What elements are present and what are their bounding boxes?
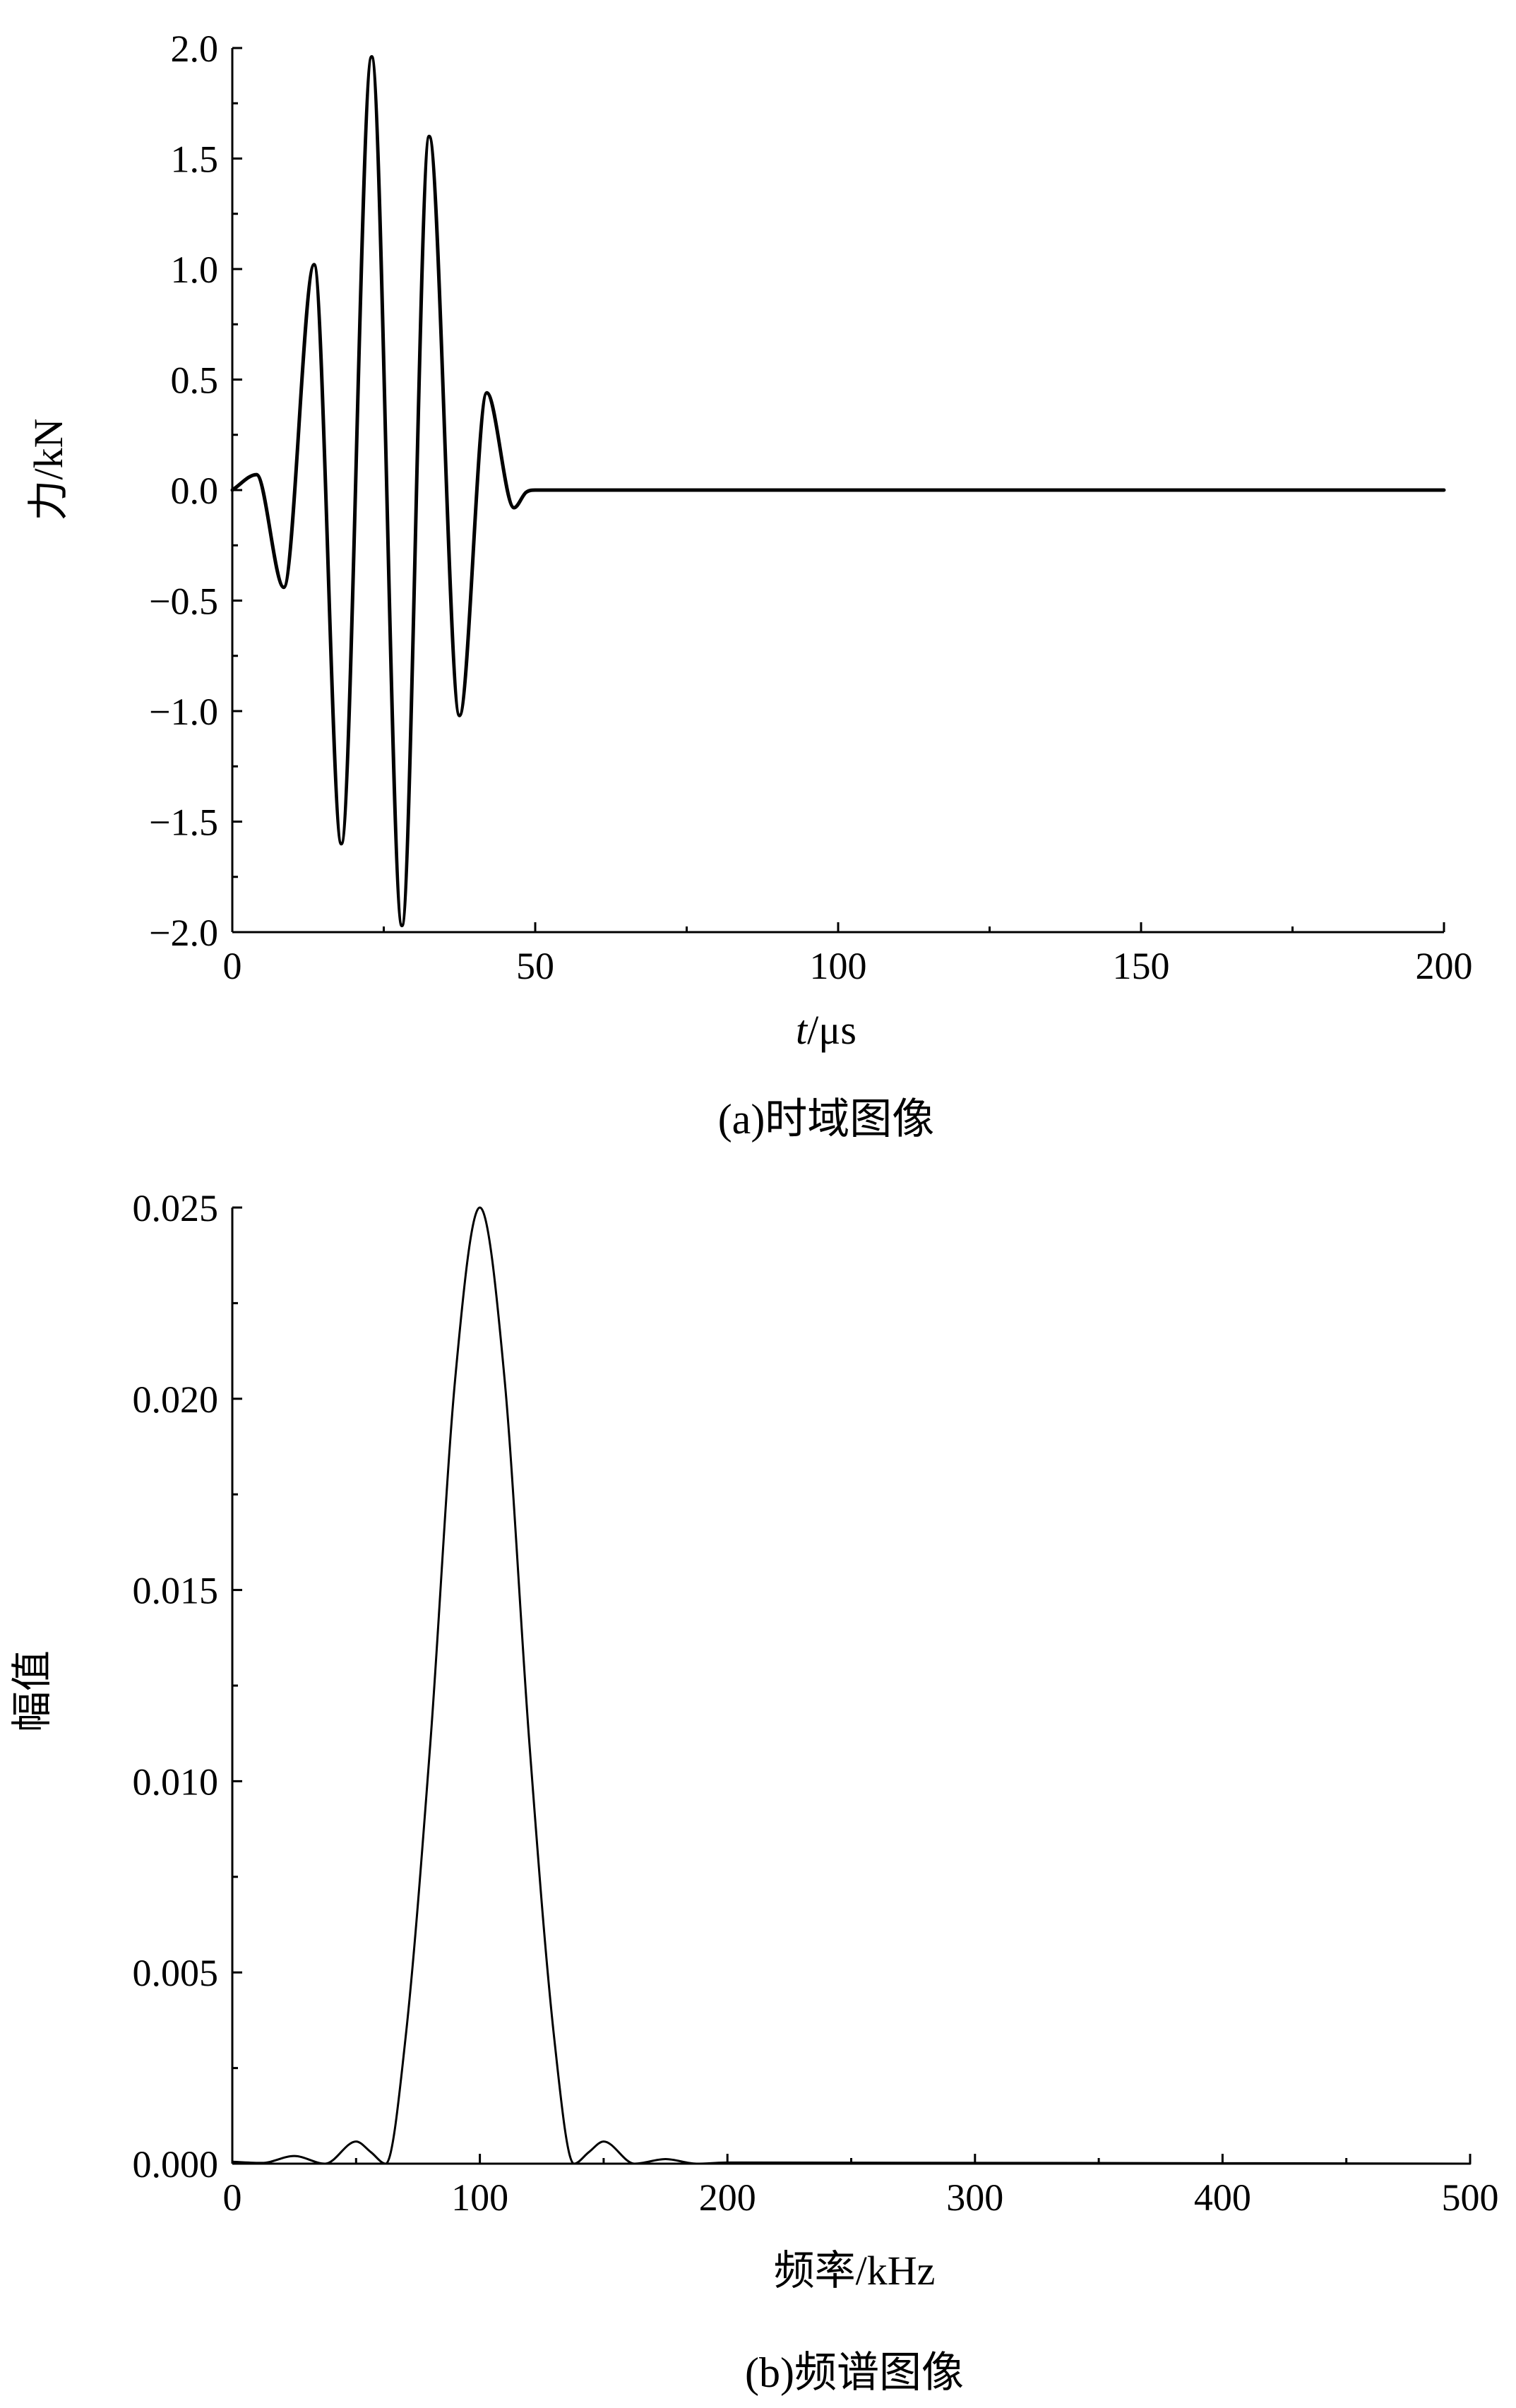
y-tick-label: −1.5 [149, 801, 218, 844]
chart-a-y-axis: −2.0 −1.5 −1.0 −0.5 0.0 0.5 1.0 1.5 2.0 [149, 28, 242, 954]
y-tick-label: 0.000 [133, 2143, 219, 2186]
chart-b-caption: (b)频谱图像 [745, 2349, 964, 2396]
x-tick-label: 200 [1416, 945, 1473, 987]
x-tick-label: 100 [810, 945, 867, 987]
y-tick-label: 0.025 [133, 1187, 219, 1229]
y-tick-label: −2.0 [149, 912, 218, 954]
y-tick-label: 0.010 [133, 1760, 219, 1803]
chart-b-x-axis: 0 100 200 300 400 500 [223, 2154, 1499, 2219]
y-tick-label: 0.020 [133, 1378, 219, 1421]
y-tick-label: 0.0 [171, 470, 219, 512]
chart-b: 0.000 0.005 0.010 0.015 0.020 0.025 0 100 200 30… [9, 1187, 1499, 2396]
y-tick-label: 1.5 [171, 138, 219, 181]
x-tick-label: 300 [946, 2176, 1003, 2219]
chart-b-plot-area [231, 1206, 1472, 2165]
series-line [230, 55, 1446, 928]
y-tick-label: 0.015 [133, 1570, 219, 1612]
x-tick-label: 50 [516, 945, 554, 987]
chart-a-caption: (a)时域图像 [718, 1096, 935, 1143]
x-tick-label: 100 [451, 2176, 508, 2219]
x-tick-label: 150 [1113, 945, 1170, 987]
series-line [231, 1206, 1472, 2165]
chart-a: −2.0 −1.5 −1.0 −0.5 0.0 0.5 1.0 1.5 2.0 0 50 100 15… [25, 28, 1473, 1143]
x-tick-label: 200 [699, 2176, 756, 2219]
chart-a-x-axis-label-var: t [796, 1007, 808, 1053]
y-tick-label: 2.0 [171, 28, 219, 70]
y-tick-label: 0.005 [133, 1952, 219, 1994]
chart-b-y-axis: 0.000 0.005 0.010 0.015 0.020 0.025 [133, 1187, 242, 2186]
x-tick-label: 0 [223, 945, 242, 987]
chart-a-x-axis: 0 50 100 150 200 [223, 922, 1473, 987]
chart-a-x-axis-label: t/μs [796, 1007, 857, 1053]
x-tick-label: 0 [223, 2176, 242, 2219]
chart-a-y-axis-label: 力/kN [25, 418, 71, 520]
chart-b-x-axis-label: 频率/kHz [774, 2248, 936, 2294]
y-tick-label: −0.5 [149, 580, 218, 623]
y-tick-label: 0.5 [171, 359, 219, 402]
x-tick-label: 400 [1194, 2176, 1251, 2219]
chart-a-x-axis-label-unit: /μs [807, 1007, 857, 1053]
x-tick-label: 500 [1442, 2176, 1499, 2219]
y-tick-label: −1.0 [149, 691, 218, 733]
chart-b-y-axis-label: 幅值 [9, 1650, 55, 1732]
y-tick-label: 1.0 [171, 249, 219, 291]
chart-a-plot-area [230, 48, 1446, 934]
